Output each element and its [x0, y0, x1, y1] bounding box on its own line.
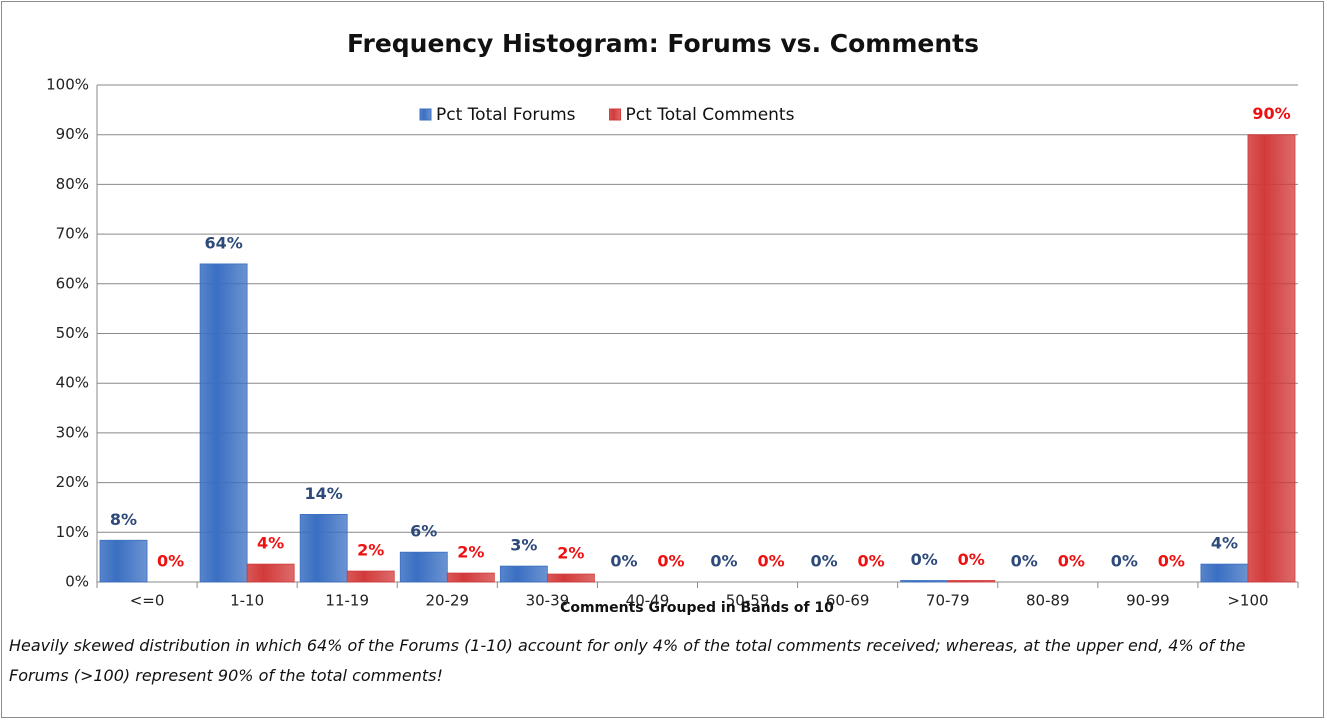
- data-label: 2%: [357, 541, 384, 560]
- data-label: 6%: [410, 522, 437, 541]
- bar: [499, 565, 548, 583]
- data-label: 0%: [610, 552, 637, 571]
- chart-title: Frequency Histogram: Forums vs. Comments: [347, 29, 979, 58]
- data-label: 0%: [911, 550, 938, 569]
- data-label: 0%: [157, 552, 184, 571]
- data-label: 0%: [1011, 552, 1038, 571]
- bar: [900, 580, 949, 583]
- x-tick-label: 40-49: [626, 592, 670, 610]
- data-label: 2%: [457, 543, 484, 562]
- data-label: 2%: [557, 544, 584, 563]
- bar: [1200, 563, 1249, 583]
- caption: Heavily skewed distribution in which 64%…: [9, 636, 1246, 685]
- x-tick-label: 80-89: [1026, 592, 1070, 610]
- y-tick-label: 80%: [56, 175, 89, 193]
- y-tick-label: 90%: [56, 125, 89, 143]
- data-label: 64%: [204, 233, 242, 252]
- y-tick-label: 70%: [56, 225, 89, 243]
- bar: [346, 570, 395, 583]
- data-label: 0%: [1158, 552, 1185, 571]
- legend-swatch: [419, 108, 432, 121]
- x-axis-label: Comments Grouped in Bands of 10: [560, 600, 834, 616]
- x-tick-label: 1-10: [230, 592, 264, 610]
- y-tick-label: 40%: [56, 374, 89, 392]
- legend-label: Pct Total Forums: [436, 105, 576, 125]
- bar: [546, 573, 595, 583]
- x-tick-label: 20-29: [425, 592, 469, 610]
- bar: [246, 563, 295, 583]
- data-label: 0%: [657, 552, 684, 571]
- y-tick-label: 60%: [56, 274, 89, 292]
- bar: [99, 539, 148, 583]
- y-tick-label: 50%: [56, 324, 89, 342]
- legend-label: Pct Total Comments: [626, 105, 795, 125]
- bar: [299, 514, 348, 583]
- chart: Frequency Histogram: Forums vs. Comments…: [46, 29, 1299, 616]
- x-tick-label: 30-39: [526, 592, 570, 610]
- x-tick-label: 70-79: [926, 592, 970, 610]
- bar: [1247, 134, 1296, 583]
- y-tick-label: 0%: [65, 573, 89, 591]
- y-tick-label: 100%: [46, 76, 89, 94]
- y-tick-label: 20%: [56, 473, 89, 491]
- data-label: 3%: [510, 536, 537, 555]
- bar: [446, 572, 495, 583]
- legend-swatch: [609, 108, 622, 121]
- x-tick-label: 50-59: [726, 592, 770, 610]
- data-label: 0%: [1111, 552, 1138, 571]
- x-tick-label: 90-99: [1126, 592, 1170, 610]
- data-label: 0%: [811, 552, 838, 571]
- data-label: 0%: [757, 552, 784, 571]
- bar: [399, 551, 448, 583]
- y-tick-label: 10%: [56, 523, 89, 541]
- data-label: 0%: [958, 550, 985, 569]
- data-label: 0%: [858, 552, 885, 571]
- data-label: 14%: [305, 484, 343, 503]
- x-tick-label: 11-19: [325, 592, 369, 610]
- x-tick-label: 60-69: [826, 592, 870, 610]
- data-label: 4%: [1211, 534, 1238, 553]
- data-label: 0%: [710, 552, 737, 571]
- data-label: 8%: [110, 510, 137, 529]
- y-tick-label: 30%: [56, 423, 89, 441]
- bar: [199, 263, 248, 583]
- data-label: 90%: [1252, 104, 1290, 123]
- bar: [947, 580, 996, 583]
- x-tick-label: <=0: [130, 592, 165, 610]
- data-label: 0%: [1058, 552, 1085, 571]
- x-tick-label: >100: [1227, 592, 1268, 610]
- data-label: 4%: [257, 534, 284, 553]
